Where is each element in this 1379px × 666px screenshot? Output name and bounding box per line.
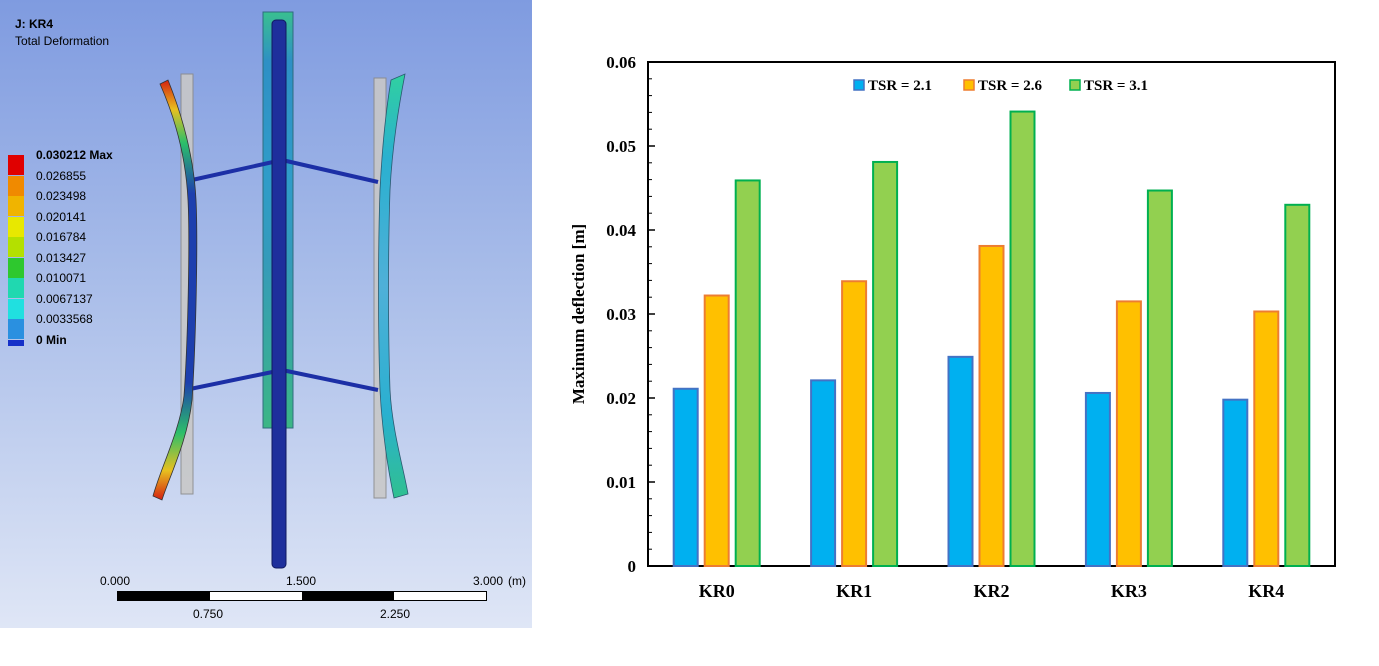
y-axis-label: Maximum deflection [m]	[569, 224, 588, 404]
legend-color-swatch	[8, 237, 24, 257]
arm-upper-right	[281, 158, 379, 184]
legend-color-swatch	[8, 216, 24, 237]
scale-label-2: 3.000	[473, 574, 504, 588]
x-tick-label: KR2	[974, 581, 1010, 601]
bar-kr2-series-3	[1009, 110, 1036, 567]
bar-kr2-series-1	[947, 355, 974, 567]
deformation-viewport[interactable]: J: KR4 Total Deformation 0.030212 Max 0.0…	[0, 0, 532, 628]
y-tick-label: 0.02	[606, 389, 636, 408]
scale-label-3: 0.750	[193, 607, 224, 621]
legend-color-swatch	[8, 175, 24, 196]
x-tick-label: KR4	[1248, 581, 1284, 601]
scale-bar	[117, 591, 487, 601]
legend-label: TSR = 2.6	[978, 78, 1042, 94]
bar-kr2-series-2	[978, 244, 1005, 568]
y-tick-label: 0.05	[606, 137, 636, 156]
bar-kr4-series-2	[1253, 310, 1280, 568]
simulation-title: J: KR4	[15, 17, 54, 31]
x-tick-label: KR1	[836, 581, 872, 601]
arm-lower-left	[189, 368, 283, 391]
legend-color-swatch	[8, 196, 24, 216]
x-tick-label: KR0	[699, 581, 735, 601]
legend-label: 0.010071	[36, 271, 87, 285]
y-tick-label: 0.03	[606, 305, 636, 324]
y-tick-label: 0	[628, 557, 637, 576]
x-tick-label: KR3	[1111, 581, 1147, 601]
legend-label: 0 Min	[36, 332, 67, 347]
arm-lower-right	[281, 368, 379, 392]
legend-color-swatch	[8, 257, 24, 278]
legend-color-swatch	[8, 298, 24, 319]
y-tick-label: 0.06	[606, 53, 636, 72]
y-tick-label: 0.04	[606, 221, 636, 240]
bar-kr1-series-1	[810, 379, 837, 567]
legend-color-swatch	[8, 339, 24, 346]
legend-label: 0.0033568	[36, 312, 93, 326]
turbine-model	[152, 11, 409, 569]
simulation-subtitle: Total Deformation	[15, 34, 110, 48]
legend-swatch	[853, 79, 865, 91]
legend-swatch	[1069, 79, 1081, 91]
deformed-blade-right	[378, 73, 409, 499]
scale-unit: (m)	[508, 574, 526, 588]
y-tick-label: 0.01	[606, 473, 636, 492]
legend-label: 0.023498	[36, 189, 87, 203]
bar-kr4-series-3	[1284, 203, 1311, 568]
scale-label-1: 1.500	[286, 574, 317, 588]
scale-label-0: 0.000	[100, 574, 131, 588]
bar-kr0-series-1	[672, 387, 699, 568]
bar-kr4-series-1	[1222, 398, 1249, 567]
bar-kr1-series-2	[841, 280, 868, 567]
chart-legend: TSR = 2.1 TSR = 2.6 TSR = 3.1	[853, 78, 1148, 94]
deflection-bar-chart: 0 0.01 0.02 0.03 0.04 0.05 0.06 KR0 KR1 KR2 KR3 KR4…	[569, 53, 1336, 601]
legend-color-swatch	[8, 155, 24, 175]
bar-kr3-series-2	[1115, 300, 1142, 567]
legend-label: TSR = 2.1	[868, 78, 932, 94]
legend-label: TSR = 3.1	[1084, 78, 1148, 94]
legend-color-swatch	[8, 319, 24, 339]
deformed-blade-left	[152, 79, 198, 501]
legend-label: 0.030212 Max	[36, 148, 113, 162]
bar-kr3-series-1	[1084, 391, 1111, 567]
legend-label: 0.0067137	[36, 291, 93, 306]
legend-label: 0.013427	[36, 250, 87, 265]
legend-swatch	[963, 79, 975, 91]
scale-label-4: 2.250	[380, 607, 411, 621]
legend-label: 0.016784	[36, 230, 87, 244]
legend-label: 0.026855	[36, 168, 87, 183]
central-shaft	[271, 19, 287, 569]
bar-kr3-series-3	[1146, 189, 1173, 568]
bar-kr0-series-3	[734, 179, 761, 567]
legend-color-swatch	[8, 278, 24, 298]
bar-kr1-series-3	[872, 160, 899, 568]
legend-label: 0.020141	[36, 209, 87, 224]
bar-kr0-series-2	[703, 294, 730, 567]
arm-upper-left	[191, 158, 283, 182]
